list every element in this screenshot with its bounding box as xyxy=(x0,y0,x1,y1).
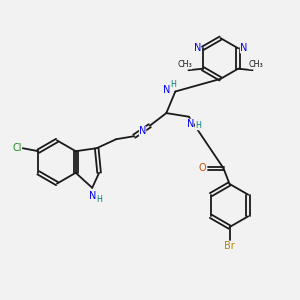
Text: O: O xyxy=(198,163,206,173)
Text: N: N xyxy=(163,85,170,95)
Text: CH₃: CH₃ xyxy=(249,60,263,69)
Text: Cl: Cl xyxy=(13,143,22,153)
Text: Br: Br xyxy=(224,241,235,251)
Text: N: N xyxy=(240,43,247,53)
Text: H: H xyxy=(195,121,201,130)
Text: H: H xyxy=(96,195,102,204)
Text: N: N xyxy=(187,118,194,129)
Text: N: N xyxy=(194,43,201,53)
Text: N: N xyxy=(139,126,146,136)
Text: CH₃: CH₃ xyxy=(178,60,192,69)
Text: N: N xyxy=(88,191,96,201)
Text: H: H xyxy=(170,80,176,89)
